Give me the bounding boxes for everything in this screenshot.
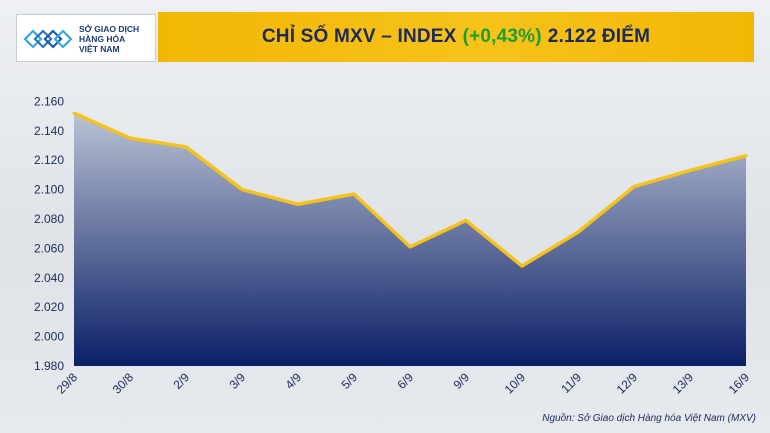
title-bar: CHỈ SỐ MXV – INDEX (+0,43%) 2.122 ĐIỂM	[158, 12, 754, 62]
y-tick-label: 2.040	[34, 271, 64, 285]
logo-line-3: VIỆT NAM	[79, 44, 120, 54]
y-tick-label: 2.080	[34, 212, 64, 226]
data-point	[296, 202, 300, 206]
logo-line-2: HÀNG HÓA	[79, 34, 126, 44]
y-tick-label: 2.140	[34, 124, 64, 138]
chart-title: CHỈ SỐ MXV – INDEX (+0,43%) 2.122 ĐIỂM	[158, 12, 754, 62]
x-tick-label: 4/9	[282, 370, 304, 392]
y-tick-label: 2.120	[34, 153, 64, 167]
title-prefix: CHỈ SỐ MXV – INDEX	[261, 26, 457, 47]
data-point	[72, 111, 76, 115]
logo: SỞ GIAO DỊCH HÀNG HÓA VIỆT NAM	[16, 14, 156, 62]
data-point	[464, 218, 468, 222]
data-point	[688, 168, 692, 172]
x-tick-label: 9/9	[450, 370, 472, 392]
title-value: 2.122 ĐIỂM	[547, 26, 651, 47]
x-tick-label: 3/9	[226, 370, 248, 392]
data-point	[408, 245, 412, 249]
x-tick-label: 30/8	[110, 370, 137, 397]
data-point	[128, 136, 132, 140]
change-percent: (+0,43%)	[462, 26, 542, 47]
data-point	[744, 154, 748, 158]
x-tick-label: 13/9	[670, 370, 697, 397]
source-note: Nguồn: Sở Giao dịch Hàng hóa Việt Nam (M…	[542, 413, 756, 424]
y-tick-label: 1.980	[34, 359, 64, 373]
data-point	[240, 188, 244, 192]
x-tick-label: 11/9	[558, 370, 584, 396]
x-tick-label: 16/9	[726, 370, 753, 397]
series-area	[74, 113, 746, 366]
y-tick-label: 2.000	[34, 330, 64, 344]
mxv-logo-icon	[23, 29, 73, 49]
x-tick-label: 6/9	[394, 370, 416, 392]
logo-text: SỞ GIAO DỊCH HÀNG HÓA VIỆT NAM	[79, 24, 157, 54]
logo-line-1: SỞ GIAO DỊCH	[79, 24, 140, 34]
data-point	[352, 192, 356, 196]
x-tick-label: 12/9	[614, 370, 641, 397]
y-tick-label: 2.160	[34, 94, 64, 108]
x-tick-label: 29/8	[54, 370, 81, 397]
y-tick-label: 2.020	[34, 300, 64, 314]
x-tick-label: 10/9	[502, 370, 529, 397]
plot-area: 2.160 2.140 2.120 2.100 2.080 2.060 2.040 2.020…	[34, 94, 752, 396]
y-tick-label: 2.060	[34, 241, 64, 255]
x-tick-label: 5/9	[338, 370, 360, 392]
data-point	[520, 264, 524, 268]
data-point	[576, 230, 580, 234]
data-point	[632, 185, 636, 189]
x-tick-label: 2/9	[170, 370, 192, 392]
y-tick-label: 2.100	[34, 183, 64, 197]
data-point	[184, 145, 188, 149]
